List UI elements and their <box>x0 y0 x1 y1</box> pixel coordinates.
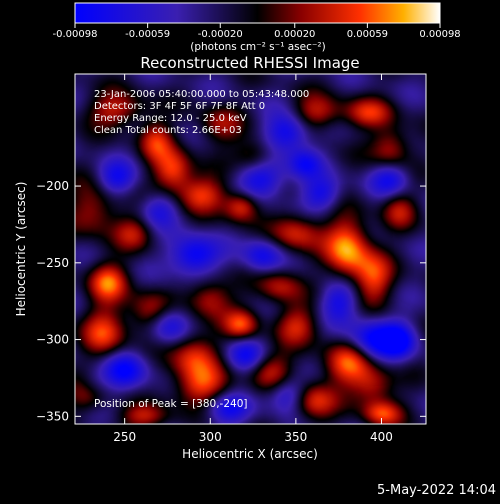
colorbar-ticks: -0.00098 -0.00059 -0.00020 0.00020 0.00059 0.… <box>53 23 461 40</box>
y-axis-ticks: −200 −250 −300 −350 <box>36 179 426 423</box>
annotation-line: Energy Range: 12.0 - 25.0 keV <box>94 113 247 124</box>
colorbar-unit-label: (photons cm⁻² s⁻¹ asec⁻²) <box>190 41 325 53</box>
colorbar-tick-label: -0.00059 <box>125 29 170 40</box>
footer-timestamp: 5-May-2022 14:04 <box>377 483 496 498</box>
image-annotations: 23-Jan-2006 05:40:00.000 to 05:43:48.000… <box>94 89 309 136</box>
colorbar-tick-label: -0.00020 <box>198 29 243 40</box>
annotation-line: Clean Total counts: 2.66E+03 <box>94 125 242 136</box>
x-tick-label: 250 <box>113 430 136 444</box>
colorbar-gradient <box>74 2 441 24</box>
y-tick-label: −250 <box>36 256 69 270</box>
chart-title: Reconstructed RHESSI Image <box>140 54 359 72</box>
heatmap-canvas <box>75 74 426 424</box>
y-axis-label: Heliocentric Y (arcsec) <box>14 182 28 317</box>
x-tick-label: 400 <box>370 430 393 444</box>
y-tick-label: −300 <box>36 333 69 347</box>
peak-position-label: Position of Peak = [380,-240] <box>94 398 248 410</box>
colorbar-tick-label: -0.00098 <box>53 29 98 40</box>
y-tick-label: −200 <box>36 179 69 193</box>
annotation-line: Detectors: 3F 4F 5F 6F 7F 8F Att 0 <box>94 101 265 112</box>
colorbar-tick-label: 0.00020 <box>274 29 315 40</box>
y-tick-label: −350 <box>36 409 69 423</box>
annotation-line: 23-Jan-2006 05:40:00.000 to 05:43:48.000 <box>94 89 309 100</box>
heatmap-area <box>75 74 426 424</box>
colorbar-tick-label: 0.00098 <box>419 29 460 40</box>
x-tick-label: 350 <box>284 430 307 444</box>
colorbar-tick-label: 0.00059 <box>347 29 388 40</box>
x-axis-ticks: 250 300 350 400 <box>113 74 393 444</box>
colorbar: -0.00098 -0.00059 -0.00020 0.00020 0.00059 0.… <box>53 2 461 53</box>
plot-frame <box>74 73 427 425</box>
x-tick-label: 300 <box>199 430 222 444</box>
x-axis-label: Heliocentric X (arcsec) <box>182 447 318 461</box>
